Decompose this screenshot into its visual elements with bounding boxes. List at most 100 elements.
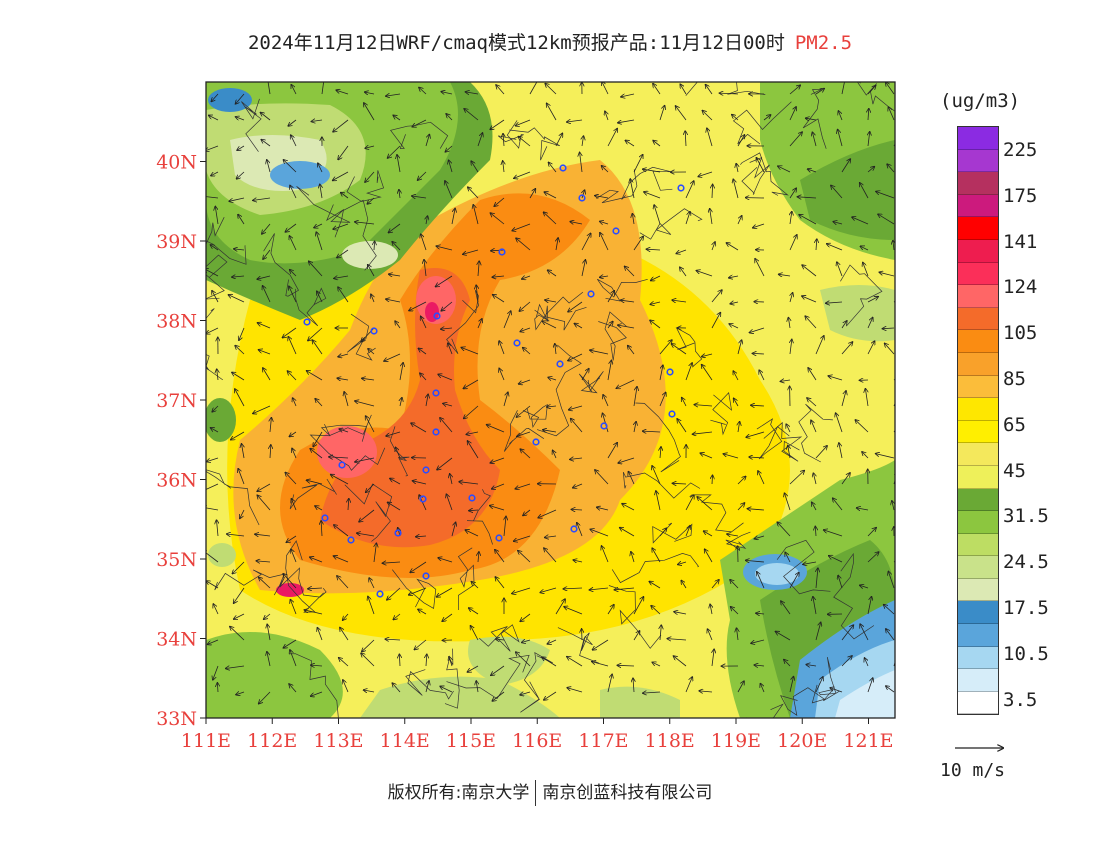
wind-arrow bbox=[355, 222, 375, 224]
wind-arrow bbox=[803, 562, 817, 564]
wind-arrow bbox=[255, 534, 271, 536]
border-line bbox=[635, 402, 681, 473]
wind-arrow bbox=[815, 336, 824, 355]
wind-arrow bbox=[438, 558, 453, 563]
wind-arrow bbox=[590, 350, 609, 355]
border-line bbox=[745, 703, 784, 718]
title-text: 2024年11月12日WRF/cmaq模式12km预报产品:11月12日00时 bbox=[247, 32, 785, 54]
wind-arrow bbox=[289, 286, 297, 303]
wind-arrow bbox=[759, 370, 765, 381]
wind-arrow bbox=[441, 328, 453, 329]
wind-arrow bbox=[790, 293, 793, 303]
wind-arrow bbox=[868, 109, 869, 121]
wind-arrow bbox=[568, 353, 583, 361]
wind-arrow bbox=[643, 692, 661, 693]
wind-arrow bbox=[710, 209, 712, 225]
wind-arrow bbox=[499, 368, 505, 381]
wind-arrow bbox=[838, 130, 843, 147]
wind-arrow bbox=[234, 587, 245, 603]
wind-arrow bbox=[705, 549, 713, 563]
wind-arrow bbox=[261, 113, 271, 121]
wind-arrow bbox=[755, 259, 765, 277]
city-marker bbox=[570, 525, 578, 533]
wind-arrow bbox=[206, 483, 219, 490]
wind-arrow bbox=[206, 145, 219, 151]
wind-arrow bbox=[491, 250, 505, 251]
wind-arrow bbox=[291, 499, 297, 511]
wind-arrow bbox=[520, 449, 531, 459]
wind-arrow bbox=[553, 450, 556, 459]
wind-arrow bbox=[806, 665, 817, 667]
wind-arrow bbox=[365, 92, 375, 94]
wind-arrow bbox=[464, 405, 479, 419]
lon-label: 115E bbox=[446, 730, 496, 752]
border-line bbox=[536, 303, 587, 331]
wind-arrow bbox=[590, 588, 609, 590]
wind-arrow bbox=[308, 327, 323, 341]
wind-arrow bbox=[338, 287, 349, 303]
wind-arrow bbox=[815, 446, 827, 459]
wind-arrow bbox=[592, 662, 609, 667]
wind-arrow bbox=[802, 265, 817, 277]
wind-arrow bbox=[338, 145, 349, 160]
wind-arrow bbox=[577, 523, 583, 537]
wind-arrow bbox=[312, 340, 323, 355]
wind-arrow bbox=[763, 115, 771, 121]
city-marker bbox=[495, 534, 503, 542]
lat-label: 37N bbox=[156, 390, 197, 412]
legend-color-bin bbox=[958, 420, 998, 444]
wind-arrow bbox=[781, 380, 791, 381]
wind-arrow bbox=[236, 692, 245, 695]
legend-tick-label: 17.5 bbox=[1003, 597, 1049, 619]
wind-arrow bbox=[206, 327, 219, 334]
city-marker bbox=[468, 494, 476, 502]
wind-arrow bbox=[573, 483, 583, 488]
wind-arrow bbox=[676, 106, 687, 121]
wind-arrow bbox=[829, 556, 843, 563]
wind-arrow bbox=[496, 639, 505, 640]
wind-arrow bbox=[712, 475, 713, 485]
wind-arrow bbox=[659, 340, 672, 355]
wind-arrow bbox=[478, 552, 479, 563]
wind-arrow bbox=[580, 153, 582, 173]
city-marker bbox=[422, 572, 430, 580]
border-line bbox=[503, 410, 545, 452]
wind-arrow bbox=[211, 428, 219, 433]
city-marker bbox=[370, 327, 378, 335]
wind-arrow bbox=[384, 353, 401, 361]
wind-arrow bbox=[595, 196, 609, 198]
wind-arrow bbox=[660, 447, 661, 459]
wind-arrow bbox=[464, 109, 479, 121]
wind-arrow bbox=[206, 550, 219, 563]
wind-arrow bbox=[685, 212, 690, 225]
wind-arrow bbox=[784, 660, 791, 667]
border-line bbox=[446, 654, 530, 700]
wind-arrow bbox=[754, 536, 765, 539]
wind-arrow bbox=[747, 509, 765, 510]
wind-arrow bbox=[237, 145, 245, 150]
border-line bbox=[214, 569, 285, 591]
wind-arrow bbox=[289, 431, 297, 437]
wind-arrow bbox=[841, 342, 853, 355]
border-line bbox=[206, 274, 225, 300]
wind-arrow bbox=[499, 341, 505, 355]
wind-arrow bbox=[681, 581, 687, 589]
concentration-region bbox=[208, 543, 236, 567]
wind-arrow bbox=[310, 557, 323, 563]
wind-arrow bbox=[291, 135, 297, 147]
wind-arrow bbox=[733, 179, 739, 199]
lon-label: 113E bbox=[313, 730, 363, 752]
wind-arrow bbox=[625, 140, 635, 147]
wind-arrow bbox=[236, 117, 245, 120]
wind-arrow bbox=[567, 657, 583, 667]
wind-arrow bbox=[693, 432, 713, 434]
legend-color-bin bbox=[958, 127, 998, 150]
wind-arrow bbox=[811, 420, 817, 433]
wind-arrow bbox=[232, 372, 245, 381]
lon-label: 121E bbox=[843, 730, 893, 752]
wind-arrow bbox=[451, 209, 455, 225]
legend-tick-label: 3.5 bbox=[1003, 688, 1038, 711]
lon-label: 116E bbox=[512, 730, 562, 752]
legend-color-bin bbox=[958, 669, 998, 692]
wind-arrow bbox=[667, 639, 687, 640]
